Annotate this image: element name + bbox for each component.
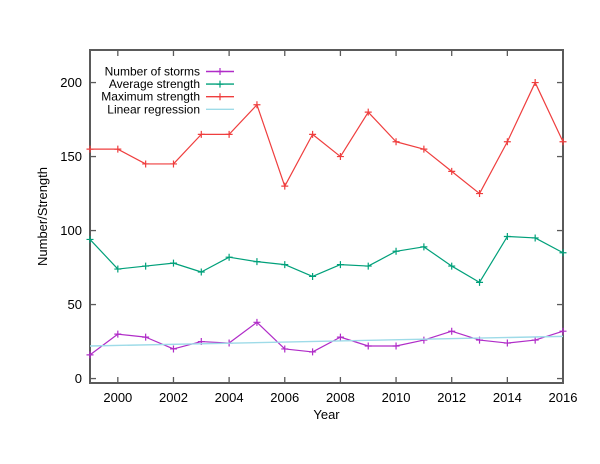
plot-border	[89, 49, 564, 384]
data-point-marker	[281, 182, 289, 190]
data-point-marker	[503, 232, 511, 240]
legend-label: Maximum strength	[101, 90, 200, 104]
x-tick-label: 2010	[382, 390, 411, 405]
y-axis-label: Number/Strength	[35, 167, 50, 266]
data-point-marker	[336, 153, 344, 161]
x-tick-label: 2004	[215, 390, 244, 405]
series-line-2	[90, 81, 564, 195]
data-point-marker	[503, 339, 511, 347]
series-line-0	[89, 321, 564, 356]
data-point-marker	[253, 258, 261, 266]
data-point-marker	[169, 160, 177, 168]
data-point-marker	[225, 253, 233, 261]
y-tick-label: 150	[60, 149, 82, 164]
x-tick-label: 2000	[103, 390, 132, 405]
data-point-marker	[392, 342, 400, 350]
x-tick-label: 2006	[270, 390, 299, 405]
data-point-marker	[559, 327, 567, 335]
data-point-marker	[225, 130, 233, 138]
data-point-marker	[448, 327, 456, 335]
legend-label: Linear regression	[107, 102, 200, 116]
data-point-marker	[364, 342, 372, 350]
data-point-marker	[169, 345, 177, 353]
data-point-marker	[364, 262, 372, 270]
data-point-marker	[253, 101, 261, 109]
x-tick-label: 2016	[549, 390, 578, 405]
data-point-marker	[531, 79, 539, 87]
data-point-marker	[420, 336, 428, 344]
data-point-marker	[281, 345, 289, 353]
data-point-marker	[364, 108, 372, 116]
y-tick-label: 200	[60, 75, 82, 90]
data-point-marker	[336, 333, 344, 341]
data-point-marker	[309, 348, 317, 356]
x-tick-label: 2008	[326, 390, 355, 405]
data-point-marker	[253, 318, 261, 326]
x-axis-label: Year	[313, 407, 340, 422]
y-tick-label: 0	[75, 371, 82, 386]
data-point-marker	[420, 243, 428, 251]
data-point-marker	[114, 145, 122, 153]
y-tick-label: 50	[68, 297, 82, 312]
data-point-marker	[114, 265, 122, 273]
data-point-marker	[392, 138, 400, 146]
data-point-marker	[476, 190, 484, 198]
data-point-marker	[476, 278, 484, 286]
data-point-marker	[448, 262, 456, 270]
data-point-marker	[531, 234, 539, 242]
data-point-marker	[420, 145, 428, 153]
data-point-marker	[531, 336, 539, 344]
y-tick-label: 100	[60, 223, 82, 238]
x-tick-label: 2002	[159, 390, 188, 405]
legend-label: Average strength	[109, 77, 200, 91]
data-point-marker	[169, 259, 177, 267]
x-tick-label: 2012	[437, 390, 466, 405]
data-point-marker	[309, 272, 317, 280]
data-point-marker	[86, 235, 94, 243]
data-point-marker	[309, 130, 317, 138]
data-point-marker	[142, 262, 150, 270]
series-line-3	[89, 335, 564, 347]
data-point-marker	[142, 160, 150, 168]
data-point-marker	[114, 330, 122, 338]
legend-sample-marker	[216, 80, 224, 88]
data-point-marker	[197, 130, 205, 138]
data-point-marker	[281, 261, 289, 269]
series-line-1	[89, 235, 564, 283]
data-point-marker	[197, 268, 205, 276]
data-point-marker	[448, 167, 456, 175]
data-point-marker	[392, 247, 400, 255]
data-point-marker	[86, 145, 94, 153]
legend-sample-marker	[216, 93, 224, 101]
data-point-marker	[503, 138, 511, 146]
data-point-marker	[559, 249, 567, 257]
data-point-marker	[86, 351, 94, 359]
data-point-marker	[559, 138, 567, 146]
data-point-marker	[336, 261, 344, 269]
x-tick-label: 2014	[493, 390, 522, 405]
legend-sample-marker	[216, 68, 224, 75]
legend-label: Number of storms	[105, 65, 200, 79]
data-point-marker	[142, 333, 150, 341]
